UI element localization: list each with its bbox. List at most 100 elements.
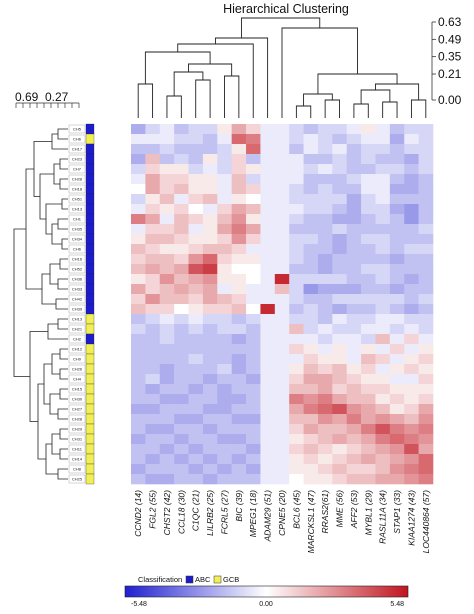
heatmap-cell [389, 214, 405, 225]
column-label: BIC (39) [234, 490, 244, 522]
heatmap-cell [303, 454, 319, 465]
heatmap-cell [346, 124, 362, 135]
heatmap-cell [145, 244, 161, 255]
heatmap-cell [202, 204, 218, 215]
heatmap-cell [174, 344, 189, 355]
heatmap-cell [389, 134, 405, 145]
heatmap-cell [217, 384, 232, 395]
heatmap-cell [231, 174, 247, 185]
row-label-box [68, 324, 86, 334]
heatmap-cell [404, 194, 419, 205]
heatmap-cell [404, 224, 419, 235]
heatmap-cell [317, 334, 333, 345]
row-dendrogram-branch [57, 318, 68, 330]
heatmap-cell [418, 364, 434, 375]
heatmap-cell [389, 144, 405, 155]
heatmap-cell [332, 214, 348, 225]
heatmap-cell [145, 214, 161, 225]
heatmap-cell [217, 274, 232, 285]
heatmap-cell [375, 404, 391, 415]
heatmap-cell [361, 444, 376, 455]
heatmap-cell [202, 414, 218, 425]
color-scale-bar [124, 585, 409, 598]
heatmap-cell [217, 424, 232, 435]
heatmap-cell [332, 284, 348, 295]
heatmap-cell [145, 424, 161, 435]
row-label-box [68, 264, 86, 274]
heatmap-cell [375, 384, 391, 395]
heatmap-cell [260, 424, 276, 435]
heatmap-cell [246, 404, 261, 415]
heatmap-cell [274, 164, 290, 175]
row-class-bar [85, 443, 95, 455]
heatmap-cell [418, 434, 434, 445]
heatmap-cell [303, 154, 319, 165]
heatmap-cell [361, 134, 376, 145]
heatmap-cell [361, 304, 376, 315]
heatmap-cell [274, 184, 290, 195]
heatmap-cell [246, 304, 261, 315]
heatmap-cell [246, 474, 261, 485]
heatmap-cell [418, 184, 434, 195]
heatmap-cell [317, 464, 333, 475]
heatmap-cell [418, 424, 434, 435]
heatmap-cell [389, 364, 405, 375]
heatmap-cell [231, 294, 247, 305]
heatmap-cell [317, 324, 333, 335]
heatmap-cell [418, 314, 434, 325]
heatmap-cell [260, 194, 276, 205]
row-dendrogram-branch [43, 363, 52, 405]
heatmap-cell [188, 384, 204, 395]
row-label: CH6 [73, 137, 82, 142]
heatmap-cell [274, 224, 290, 235]
heatmap-cell [404, 324, 419, 335]
heatmap-cell [274, 344, 290, 355]
heatmap-cell [188, 444, 204, 455]
row-class-bar [85, 303, 95, 315]
column-label: RASL11A (34) [378, 490, 388, 544]
heatmap-cell [174, 294, 189, 305]
column-dendrogram-branch [144, 51, 211, 84]
heatmap-cell [202, 184, 218, 195]
heatmap-cell [159, 194, 175, 205]
heatmap-cell [375, 414, 391, 425]
heatmap-cell [289, 134, 304, 145]
heatmap-cell [217, 444, 232, 455]
heatmap-cell [317, 214, 333, 225]
row-class-bar [85, 313, 95, 325]
heatmap-cell [418, 214, 434, 225]
column-dendrogram-branch [353, 103, 369, 118]
column-dendrogram-branch [382, 101, 398, 118]
heatmap-cell [202, 474, 218, 485]
row-dendrogram-branch [59, 258, 68, 270]
heatmap-cell [346, 214, 362, 225]
heatmap-cell [159, 294, 175, 305]
heatmap-cell [375, 374, 391, 385]
heatmap-cell [389, 234, 405, 245]
heatmap-cell [332, 234, 348, 245]
heatmap-cell [361, 474, 376, 485]
heatmap-cell [317, 124, 333, 135]
heatmap-cell [346, 134, 362, 145]
heatmap-cell [188, 454, 204, 465]
heatmap-cell [418, 144, 434, 155]
heatmap-cell [389, 394, 405, 405]
heatmap-cell [159, 364, 175, 375]
heatmap-cell [217, 474, 232, 485]
heatmap-cell [260, 214, 276, 225]
row-label: CH51 [72, 197, 83, 202]
row-label: CH16 [72, 257, 83, 262]
heatmap-cell [217, 354, 232, 365]
heatmap-cell [332, 374, 348, 385]
heatmap-cell [418, 164, 434, 175]
heatmap-cell [332, 404, 348, 415]
row-label: CH28 [72, 177, 83, 182]
heatmap-cell [174, 414, 189, 425]
heatmap-cell [303, 324, 319, 335]
heatmap-cell [188, 324, 204, 335]
row-class-bar [85, 123, 95, 135]
heatmap-cell [202, 354, 218, 365]
row-label-box [68, 394, 86, 404]
heatmap-cell [274, 354, 290, 365]
heatmap-cell [418, 204, 434, 215]
